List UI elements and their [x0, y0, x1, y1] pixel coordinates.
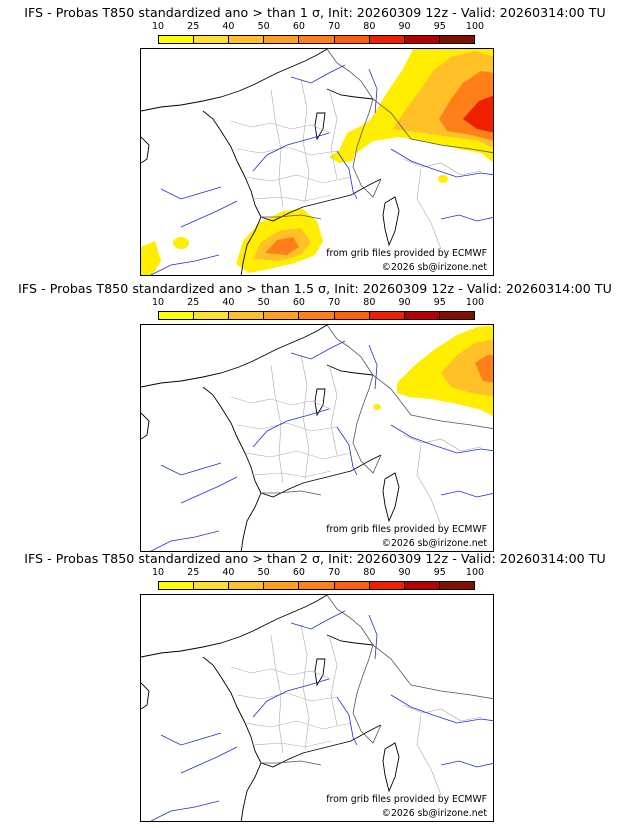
- tick-label: 100: [465, 21, 485, 32]
- colorbar-ticks: 10 25 40 50 60 70 80 90 95 100: [152, 567, 484, 579]
- tick-label: 70: [328, 21, 341, 32]
- tick-label: 70: [328, 297, 341, 308]
- tick-label: 60: [292, 297, 305, 308]
- tick-label: 40: [222, 567, 235, 578]
- probability-field: [373, 325, 493, 416]
- tick-label: 40: [222, 297, 235, 308]
- tick-label: 60: [292, 567, 305, 578]
- coastlines: [141, 325, 400, 551]
- map-2sigma: from grib files provided by ECMWF ©2026 …: [140, 594, 494, 822]
- map-1-5sigma: from grib files provided by ECMWF ©2026 …: [140, 324, 494, 552]
- colorbar: [158, 311, 475, 320]
- rivers: [150, 610, 493, 821]
- colorbar-segment: [299, 582, 335, 589]
- tick-label: 60: [292, 21, 305, 32]
- tick-label: 10: [151, 297, 165, 308]
- map-graphic: [141, 325, 493, 551]
- colorbar-segment: [264, 582, 300, 589]
- coastlines: [141, 49, 400, 275]
- tick-label: 90: [398, 21, 411, 32]
- source-credit: from grib files provided by ECMWF: [326, 794, 487, 805]
- tick-label: 95: [433, 297, 446, 308]
- colorbar-segment: [264, 36, 300, 43]
- colorbar-ticks: 10 25 40 50 60 70 80 90 95 100: [152, 297, 484, 309]
- tick-label: 25: [187, 567, 200, 578]
- colorbar-segment: [334, 582, 370, 589]
- tick-label: 90: [398, 297, 411, 308]
- colorbar-segment: [299, 36, 335, 43]
- coastlines: [141, 595, 400, 821]
- colorbar-segment: [439, 312, 474, 319]
- colorbar-segment: [159, 312, 195, 319]
- colorbar-segment: [369, 312, 405, 319]
- panel-1sigma: IFS - Probas T850 standardized ano > tha…: [0, 0, 630, 276]
- country-borders: [261, 595, 493, 766]
- colorbar-segment: [159, 582, 195, 589]
- tick-label: 25: [187, 297, 200, 308]
- source-credit: from grib files provided by ECMWF: [326, 248, 487, 259]
- panel-2sigma: IFS - Probas T850 standardized ano > tha…: [0, 546, 630, 822]
- country-borders: [261, 325, 493, 496]
- colorbar-segment: [404, 312, 440, 319]
- colorbar-segment: [334, 312, 370, 319]
- rivers: [150, 340, 493, 551]
- tick-label: 50: [257, 297, 270, 308]
- tick-label: 80: [363, 297, 376, 308]
- colorbar-ticks: 10 25 40 50 60 70 80 90 95 100: [152, 21, 484, 33]
- colorbar-segment: [159, 36, 195, 43]
- panel-title: IFS - Probas T850 standardized ano > tha…: [24, 5, 606, 20]
- panel-title: IFS - Probas T850 standardized ano > tha…: [18, 281, 612, 296]
- colorbar-segment: [194, 36, 230, 43]
- colorbar-segment: [229, 36, 265, 43]
- colorbar-segment: [404, 36, 440, 43]
- tick-label: 25: [187, 21, 200, 32]
- colorbar-segment: [229, 582, 265, 589]
- panel-1-5sigma: IFS - Probas T850 standardized ano > tha…: [0, 276, 630, 552]
- tick-label: 100: [465, 297, 485, 308]
- region-boundaries: [230, 354, 482, 526]
- map-graphic: [141, 49, 493, 275]
- copyright-credit: ©2026 sb@irizone.net: [381, 262, 487, 273]
- rivers: [150, 64, 493, 275]
- tick-label: 95: [433, 567, 446, 578]
- tick-label: 40: [222, 21, 235, 32]
- tick-label: 95: [433, 21, 446, 32]
- colorbar: [158, 581, 475, 590]
- colorbar-segment: [334, 36, 370, 43]
- colorbar-segment: [369, 582, 405, 589]
- colorbar-segment: [439, 36, 474, 43]
- tick-label: 80: [363, 567, 376, 578]
- colorbar-segment: [264, 312, 300, 319]
- source-credit: from grib files provided by ECMWF: [326, 524, 487, 535]
- colorbar-segment: [194, 582, 230, 589]
- colorbar-segment: [229, 312, 265, 319]
- copyright-credit: ©2026 sb@irizone.net: [381, 808, 487, 819]
- tick-label: 10: [151, 567, 165, 578]
- colorbar-segment: [369, 36, 405, 43]
- map-graphic: [141, 595, 493, 821]
- map-1sigma: from grib files provided by ECMWF ©2026 …: [140, 48, 494, 276]
- colorbar-segment: [194, 312, 230, 319]
- colorbar-segment: [299, 312, 335, 319]
- tick-label: 100: [465, 567, 485, 578]
- probability-field: [141, 49, 493, 275]
- copyright-credit: ©2026 sb@irizone.net: [381, 538, 487, 549]
- tick-label: 80: [363, 21, 376, 32]
- tick-label: 90: [398, 567, 411, 578]
- tick-label: 10: [151, 21, 165, 32]
- tick-label: 50: [257, 567, 270, 578]
- colorbar-segment: [439, 582, 474, 589]
- colorbar: [158, 35, 475, 44]
- colorbar-segment: [404, 582, 440, 589]
- tick-label: 70: [328, 567, 341, 578]
- region-boundaries: [230, 624, 482, 796]
- country-borders: [261, 49, 493, 220]
- tick-label: 50: [257, 21, 270, 32]
- panel-title: IFS - Probas T850 standardized ano > tha…: [24, 551, 606, 566]
